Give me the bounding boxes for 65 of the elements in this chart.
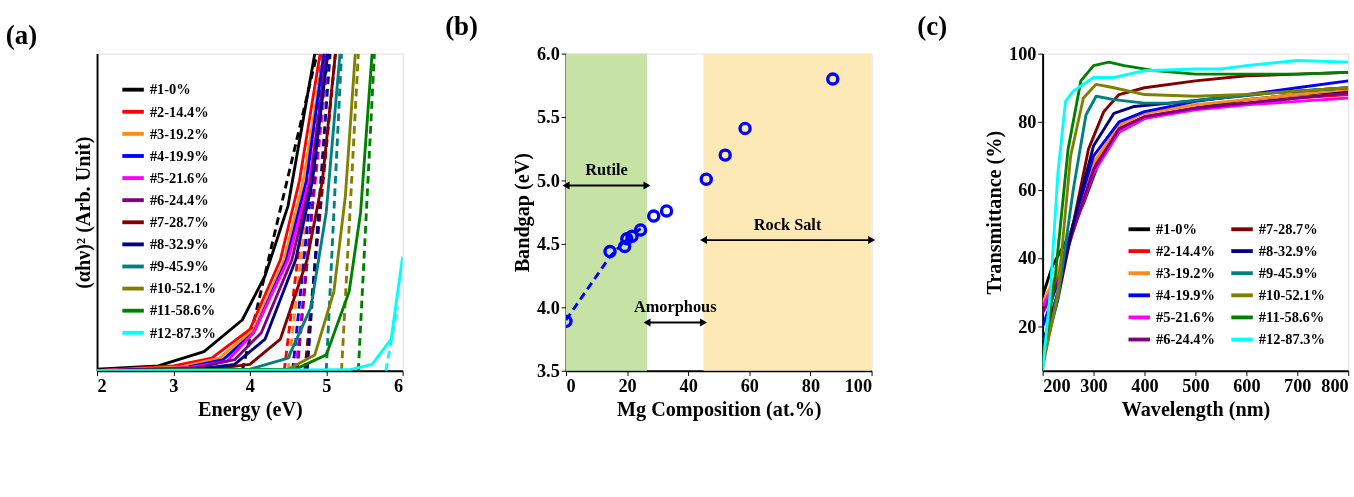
y-tick-label: 40	[1018, 248, 1037, 269]
chart-title: (b)	[445, 11, 479, 42]
y-tick-label: 60	[1018, 180, 1037, 201]
annotation: Amorphous	[633, 296, 717, 316]
y-tick-label: 20	[1018, 316, 1037, 337]
x-tick-label: 100	[844, 376, 873, 397]
y-tick-label: 5.5	[536, 107, 560, 128]
x-tick-label: 5	[322, 376, 332, 397]
legend-label: #7-28.7%	[1258, 221, 1318, 238]
y-tick-label: 80	[1018, 112, 1037, 133]
legend-label: #3-19.2%	[149, 125, 209, 142]
legend-label: #11-58.6%	[1258, 309, 1325, 326]
x-tick-label: 200	[1043, 376, 1071, 397]
y-axis-title: Bandgap (eV)	[511, 152, 535, 273]
legend-label: #12-87.3%	[1258, 331, 1325, 348]
chart-title: (a)	[5, 20, 38, 51]
y-axis-title: (αhν)² (Arb. Unit)	[71, 136, 95, 289]
x-tick-label: 500	[1182, 376, 1210, 397]
legend-label: #2-14.4%	[1156, 242, 1215, 259]
annotation: Rutile	[585, 159, 628, 179]
annotation: Rock Salt	[753, 214, 822, 234]
legend-label: #4-19.9%	[149, 147, 209, 164]
y-tick-label: 4.5	[536, 234, 560, 255]
legend-label: #1-0%	[1156, 221, 1197, 238]
x-axis-title: Energy (eV)	[197, 398, 303, 422]
legend-label: #10-52.1%	[149, 280, 216, 297]
legend-label: #11-58.6%	[149, 302, 216, 319]
y-tick-label: 100	[1009, 43, 1037, 64]
x-tick-label: 6	[394, 376, 404, 397]
x-tick-label: 20	[618, 376, 637, 397]
y-axis-title: Transmittance (%)	[983, 130, 1007, 295]
legend-label: #4-19.9%	[1156, 287, 1215, 304]
legend-label: #8-32.9%	[1258, 242, 1318, 259]
x-tick-label: 60	[740, 376, 759, 397]
y-tick-label: 4.0	[536, 297, 560, 318]
x-tick-label: 800	[1321, 376, 1349, 397]
legend-label: #10-52.1%	[1258, 287, 1325, 304]
y-tick-label: 5.0	[536, 170, 560, 191]
x-axis-title: Mg Composition (at.%)	[617, 398, 822, 422]
x-tick-label: 700	[1284, 376, 1312, 397]
legend-label: #5-21.6%	[149, 169, 209, 186]
y-tick-label: 3.5	[536, 361, 560, 381]
x-tick-label: 300	[1080, 376, 1108, 397]
legend-label: #6-24.4%	[1156, 331, 1215, 348]
legend-label: #5-21.6%	[1156, 309, 1215, 326]
legend-label: #8-32.9%	[149, 236, 209, 253]
legend-label: #12-87.3%	[149, 324, 216, 341]
x-tick-label: 0	[566, 376, 576, 397]
x-tick-label: 4	[245, 376, 255, 397]
x-tick-label: 40	[679, 376, 698, 397]
legend-label: #6-24.4%	[149, 191, 209, 208]
chart-title: (c)	[917, 11, 948, 42]
x-tick-label: 400	[1131, 376, 1159, 397]
x-axis-title: Wavelength (nm)	[1121, 398, 1271, 422]
legend-label: #1-0%	[149, 81, 191, 98]
x-tick-label: 600	[1233, 376, 1261, 397]
x-tick-label: 3	[169, 376, 179, 397]
legend-label: #3-19.2%	[1156, 265, 1215, 282]
x-tick-label: 80	[801, 376, 821, 397]
legend-label: #2-14.4%	[149, 103, 209, 120]
legend-label: #7-28.7%	[149, 214, 209, 231]
x-tick-label: 2	[97, 376, 107, 397]
y-tick-label: 6.0	[536, 43, 560, 64]
legend-label: #9-45.9%	[149, 258, 209, 275]
legend-label: #9-45.9%	[1258, 265, 1318, 282]
